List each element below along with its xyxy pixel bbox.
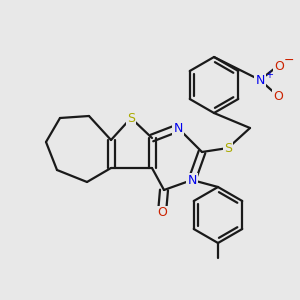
Text: S: S xyxy=(224,142,232,154)
Text: S: S xyxy=(127,112,135,124)
Text: N: N xyxy=(173,122,183,134)
Text: O: O xyxy=(273,89,283,103)
Text: −: − xyxy=(284,53,294,67)
Text: O: O xyxy=(157,206,167,220)
Text: +: + xyxy=(265,70,273,80)
Text: N: N xyxy=(255,74,265,86)
Text: O: O xyxy=(274,59,284,73)
Text: N: N xyxy=(187,173,197,187)
